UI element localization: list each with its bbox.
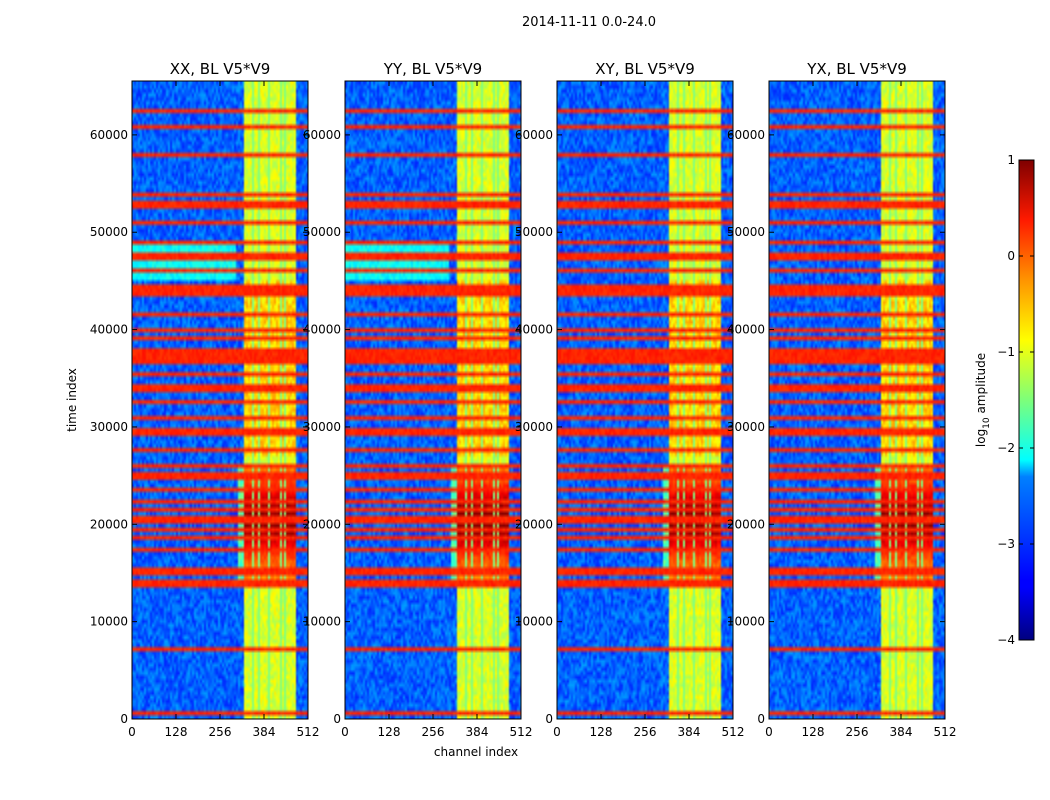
panel-2: YY, BL V5*V9 0 128 256 384 512 0 10000 20000 3000… — [303, 60, 533, 759]
colorbar-gradient — [1018, 159, 1035, 641]
y-tick-label: 20000 — [303, 517, 341, 531]
colorbar-tick-label: 1 — [1007, 153, 1015, 167]
y-tick-label: 50000 — [727, 225, 765, 239]
y-axis-label: time index — [65, 368, 79, 432]
y-tick-label: 20000 — [515, 517, 553, 531]
colorbar-tick-label: −2 — [997, 441, 1015, 455]
y-tick-label: 0 — [333, 712, 341, 726]
panel-title: XY, BL V5*V9 — [595, 60, 695, 78]
y-tick-label: 60000 — [515, 128, 553, 142]
x-tick-label: 128 — [165, 725, 188, 739]
x-tick-label: 512 — [297, 725, 320, 739]
colorbar-tick-label: −4 — [997, 633, 1015, 647]
y-tick-label: 50000 — [303, 225, 341, 239]
colorbar-tick-label: 0 — [1007, 249, 1015, 263]
y-tick-label: 40000 — [515, 323, 553, 337]
y-tick-label: 40000 — [90, 323, 128, 337]
y-tick-label: 30000 — [727, 420, 765, 434]
x-tick-label: 256 — [634, 725, 657, 739]
x-tick-label: 0 — [341, 725, 349, 739]
x-tick-label: 256 — [422, 725, 445, 739]
y-tick-label: 50000 — [90, 225, 128, 239]
y-tick-label: 10000 — [727, 615, 765, 629]
heatmap-image — [345, 81, 521, 719]
y-tick-label: 60000 — [727, 128, 765, 142]
colorbar: 1 0 −1 −2 −3 −4 log10 amplitude — [974, 153, 1035, 647]
figure-title: 2014-11-11 0.0-24.0 — [522, 15, 656, 30]
y-tick-label: 50000 — [515, 225, 553, 239]
y-tick-label: 0 — [545, 712, 553, 726]
y-tick-label: 10000 — [303, 615, 341, 629]
panel-3: XY, BL V5*V9 0 128 256 384 512 0 10000 20000 3000… — [515, 60, 745, 739]
x-tick-label: 0 — [765, 725, 773, 739]
heatmap-image — [557, 81, 733, 719]
y-tick-label: 10000 — [90, 615, 128, 629]
x-tick-label: 256 — [846, 725, 869, 739]
y-tick-label: 40000 — [303, 323, 341, 337]
heatmap-image — [769, 81, 945, 719]
y-tick-label: 40000 — [727, 323, 765, 337]
panel-4: YX, BL V5*V9 0 128 256 384 512 0 10000 20000 3000… — [727, 60, 957, 739]
x-tick-label: 0 — [553, 725, 561, 739]
colorbar-tick-label: −1 — [997, 345, 1015, 359]
y-tick-label: 0 — [757, 712, 765, 726]
x-tick-label: 0 — [128, 725, 136, 739]
y-tick-label: 20000 — [727, 517, 765, 531]
y-tick-label: 60000 — [90, 128, 128, 142]
x-tick-label: 128 — [590, 725, 613, 739]
x-tick-label: 128 — [378, 725, 401, 739]
y-tick-label: 20000 — [90, 517, 128, 531]
x-tick-label: 384 — [890, 725, 913, 739]
x-tick-label: 512 — [722, 725, 745, 739]
x-tick-label: 512 — [510, 725, 533, 739]
colorbar-label: log10 amplitude — [974, 353, 992, 447]
y-tick-label: 30000 — [90, 420, 128, 434]
x-tick-label: 128 — [802, 725, 825, 739]
x-tick-label: 512 — [934, 725, 957, 739]
x-axis-label: channel index — [434, 745, 518, 759]
y-tick-label: 10000 — [515, 615, 553, 629]
x-tick-label: 384 — [466, 725, 489, 739]
y-tick-label: 60000 — [303, 128, 341, 142]
colorbar-tick-label: −3 — [997, 537, 1015, 551]
panel-1: XX, BL V5*V9 0 128 256 384 512 0 10000 20000 3000… — [65, 60, 319, 739]
panel-title: YX, BL V5*V9 — [806, 60, 907, 78]
y-tick-label: 0 — [120, 712, 128, 726]
heatmap-image — [132, 81, 308, 719]
x-tick-label: 256 — [209, 725, 232, 739]
y-tick-label: 30000 — [303, 420, 341, 434]
x-tick-label: 384 — [253, 725, 276, 739]
y-tick-label: 30000 — [515, 420, 553, 434]
panel-title: YY, BL V5*V9 — [383, 60, 482, 78]
panel-title: XX, BL V5*V9 — [170, 60, 271, 78]
x-tick-label: 384 — [678, 725, 701, 739]
